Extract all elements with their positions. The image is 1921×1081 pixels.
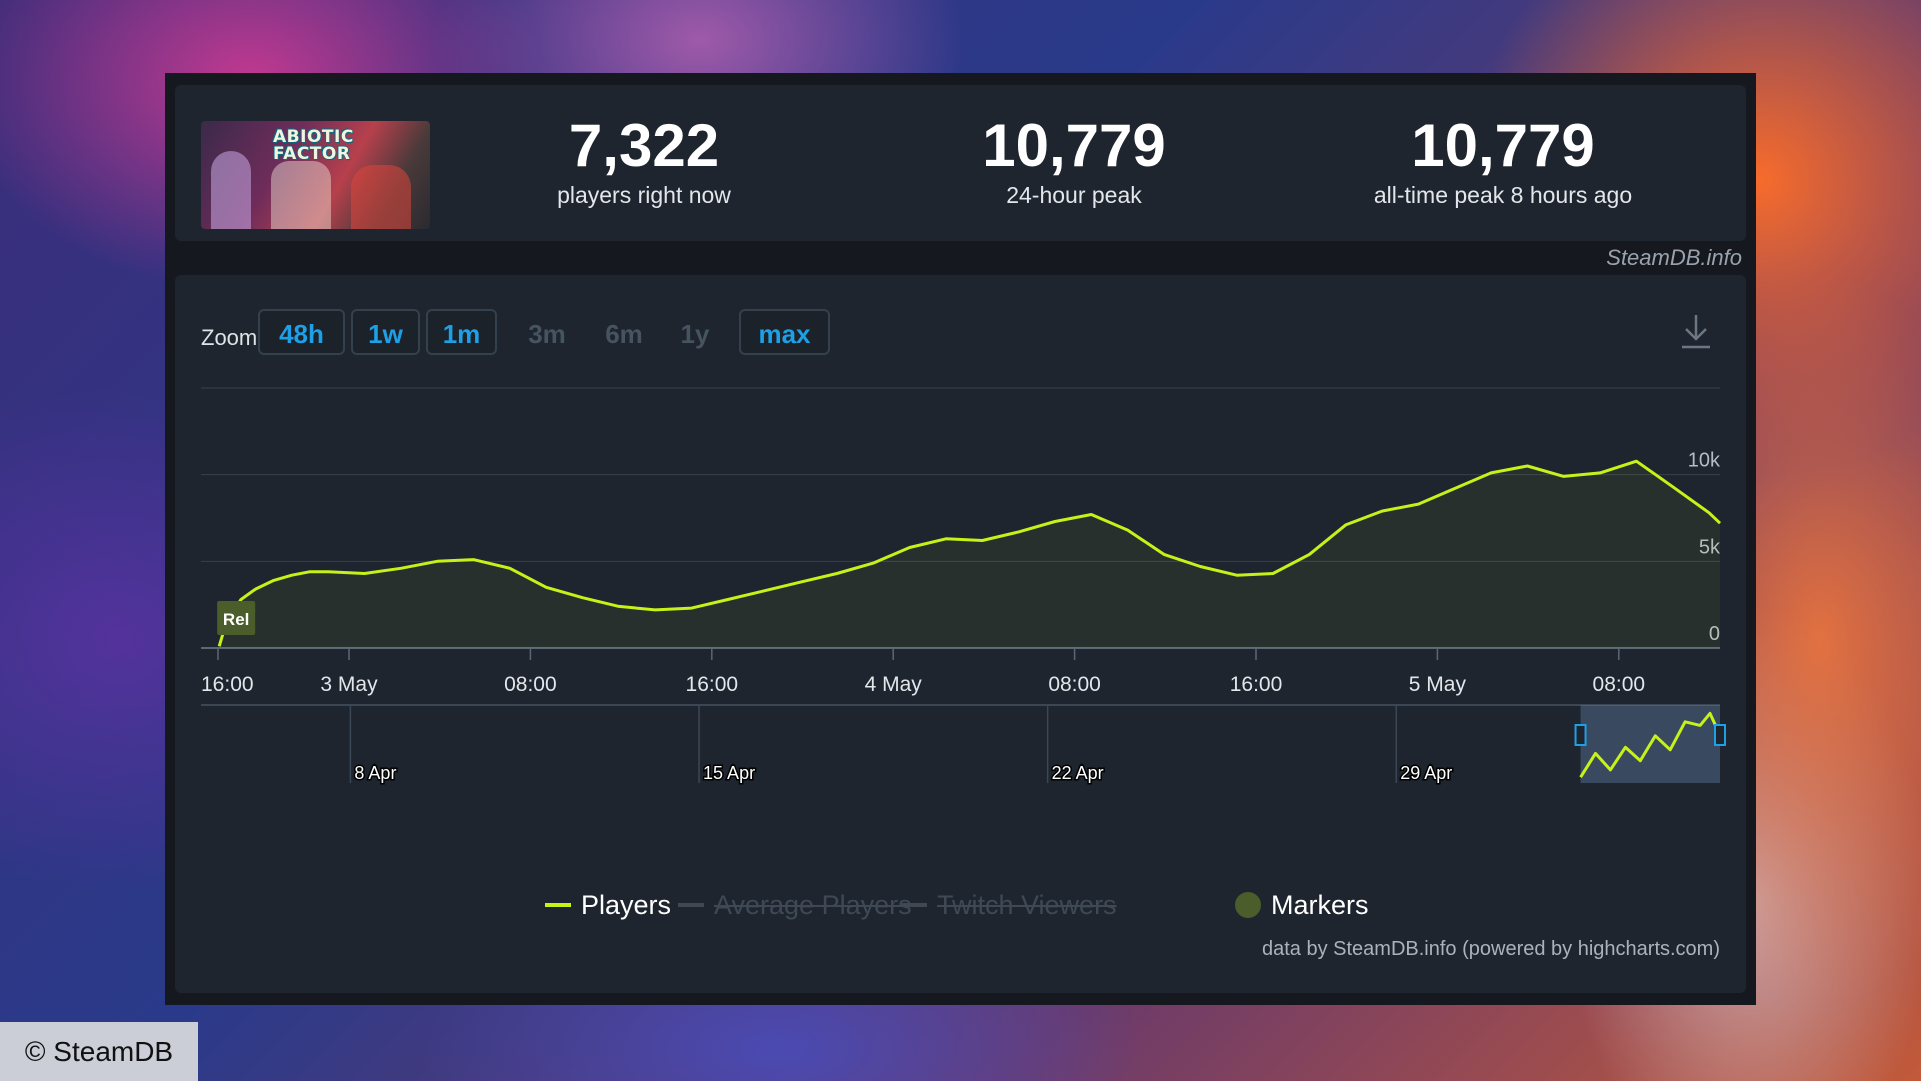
- legend-average-players[interactable]: Average Players: [678, 885, 912, 925]
- current-players-value: 7,322: [568, 112, 720, 179]
- zoom-6m-button[interactable]: 6m: [605, 319, 643, 349]
- markers-dot-icon: [1235, 892, 1261, 918]
- legend-markers[interactable]: Markers: [1235, 885, 1369, 925]
- steamdb-card: ABIOTIC FACTOR 7,322 players right now 1…: [165, 73, 1756, 1005]
- all-time-peak-stat: 10,779 all-time peak 8 hours ago: [1323, 113, 1683, 209]
- legend-average-players-label: Average Players: [714, 889, 912, 920]
- navigator-tick-label: 29 Apr: [1400, 763, 1452, 783]
- legend-twitch-viewers[interactable]: Twitch Viewers: [901, 885, 1117, 925]
- x-tick-label: 16:00: [201, 673, 254, 696]
- zoom-1m-button[interactable]: 1m: [426, 309, 497, 355]
- x-tick-label: 08:00: [1048, 673, 1101, 696]
- current-players-label: players right now: [557, 182, 731, 208]
- all-time-peak-value: 10,779: [1411, 112, 1595, 179]
- x-tick-label: 08:00: [1593, 673, 1646, 696]
- zoom-max-button[interactable]: max: [739, 309, 830, 355]
- players-line: [217, 459, 1722, 647]
- legend-players[interactable]: Players: [545, 885, 671, 925]
- legend-twitch-viewers-label: Twitch Viewers: [937, 889, 1117, 920]
- twitch-viewers-swatch: [901, 903, 927, 907]
- zoom-48h-button[interactable]: 48h: [258, 309, 345, 355]
- stats-bar: ABIOTIC FACTOR 7,322 players right now 1…: [175, 85, 1746, 241]
- players-swatch: [545, 903, 571, 907]
- release-marker-label: Rel: [223, 610, 249, 629]
- copyright-badge: © SteamDB: [0, 1022, 198, 1081]
- navigator-tick-label: 22 Apr: [1052, 763, 1104, 783]
- thumb-figure: [271, 161, 331, 229]
- current-players-stat: 7,322 players right now: [464, 113, 824, 209]
- navigator-tick-label: 8 Apr: [354, 763, 396, 783]
- navigator-series: [1579, 711, 1722, 778]
- chart-legend: Players Average Players Twitch Viewers M…: [175, 885, 1746, 925]
- thumb-figure: [351, 165, 411, 229]
- x-tick-label: 08:00: [504, 673, 557, 696]
- chart-credit[interactable]: data by SteamDB.info (powered by highcha…: [1262, 938, 1720, 960]
- game-thumbnail[interactable]: ABIOTIC FACTOR: [201, 121, 430, 229]
- zoom-label: Zoom: [201, 325, 258, 350]
- zoom-1y-button[interactable]: 1y: [680, 319, 710, 349]
- y-tick-label: 5k: [1699, 536, 1721, 558]
- release-marker: [217, 601, 256, 635]
- game-logo: ABIOTIC FACTOR: [273, 127, 354, 164]
- peak-24h-stat: 10,779 24-hour peak: [894, 113, 1254, 209]
- x-tick-label: 4 May: [865, 673, 923, 696]
- legend-players-label: Players: [581, 889, 672, 920]
- x-tick-label: 3 May: [320, 673, 378, 696]
- chart-panel: Zoom 48h 1w 1m 3m 6m 1y max 0 5k 10k 16:00 3…: [175, 275, 1746, 993]
- zoom-3m-button[interactable]: 3m: [528, 319, 566, 349]
- navigator-handle-right: [1714, 724, 1726, 746]
- all-time-peak-label: all-time peak 8 hours ago: [1373, 182, 1633, 208]
- average-players-swatch: [678, 903, 704, 907]
- download-icon[interactable]: [1680, 313, 1712, 351]
- peak-24h-value: 10,779: [982, 112, 1166, 179]
- x-tick-label: 16:00: [686, 673, 739, 696]
- navigator-tick-label: 15 Apr: [703, 763, 755, 783]
- y-tick-label: 10k: [1688, 450, 1721, 472]
- x-tick-label: 16:00: [1230, 673, 1283, 696]
- zoom-1w-button[interactable]: 1w: [351, 309, 420, 355]
- steamdb-brand[interactable]: SteamDB.info: [1606, 245, 1742, 270]
- y-tick-label: 0: [1709, 623, 1720, 645]
- navigator-handle-left: [1574, 724, 1587, 746]
- players-area: [219, 461, 1721, 648]
- peak-24h-label: 24-hour peak: [1006, 182, 1142, 208]
- thumb-figure: [211, 151, 251, 229]
- x-tick-label: 5 May: [1409, 673, 1467, 696]
- players-chart[interactable]: 0 5k 10k 16:00 3 May 08:00 16:00 4 May 08:00 16:0…: [175, 275, 1746, 895]
- legend-markers-label: Markers: [1271, 889, 1369, 920]
